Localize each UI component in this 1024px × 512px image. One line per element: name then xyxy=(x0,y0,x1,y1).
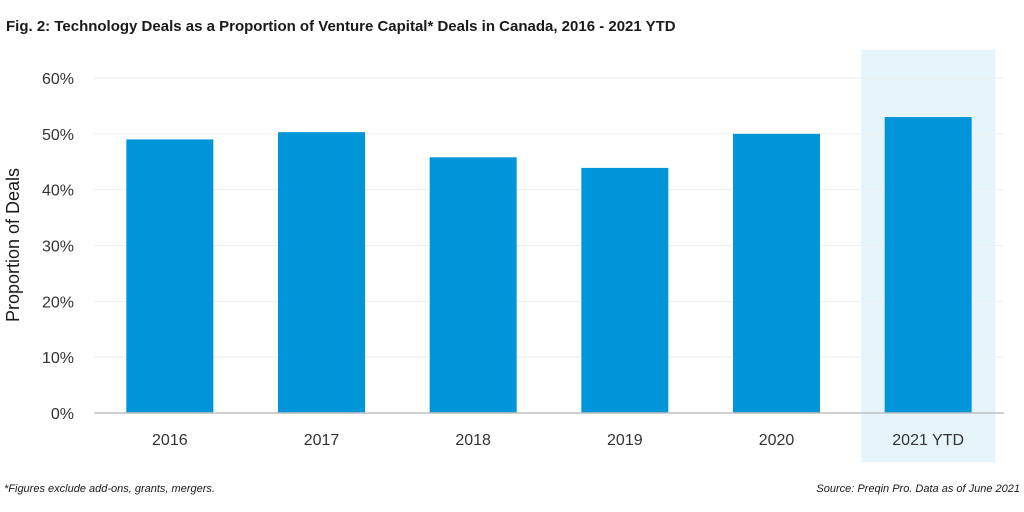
y-tick-label: 10% xyxy=(42,350,74,367)
bar-2019 xyxy=(581,167,669,413)
bar-2016 xyxy=(126,139,214,413)
footnote: *Figures exclude add-ons, grants, merger… xyxy=(4,483,215,495)
y-tick-label: 0% xyxy=(51,406,74,423)
bar-2017 xyxy=(278,132,365,414)
chart-title: Fig. 2: Technology Deals as a Proportion… xyxy=(6,18,676,35)
x-tick-label: 2019 xyxy=(607,432,643,449)
x-tick-label: 2017 xyxy=(304,432,340,449)
x-tick-label: 2016 xyxy=(152,432,188,449)
source-note: Source: Preqin Pro. Data as of June 2021 xyxy=(816,483,1020,495)
y-tick-label: 30% xyxy=(42,239,74,256)
bar-2020 xyxy=(733,133,820,414)
y-axis-title: Proportion of Deals xyxy=(3,168,23,322)
x-tick-label: 2018 xyxy=(455,432,491,449)
bar-2018 xyxy=(429,157,517,413)
y-tick-label: 20% xyxy=(42,294,74,311)
y-tick-label: 40% xyxy=(42,183,74,200)
y-tick-label: 60% xyxy=(42,71,74,88)
x-tick-label: 2021 YTD xyxy=(892,432,964,449)
x-tick-label: 2020 xyxy=(759,432,795,449)
bar-2021-ytd xyxy=(884,117,972,413)
y-tick-label: 50% xyxy=(42,127,74,144)
